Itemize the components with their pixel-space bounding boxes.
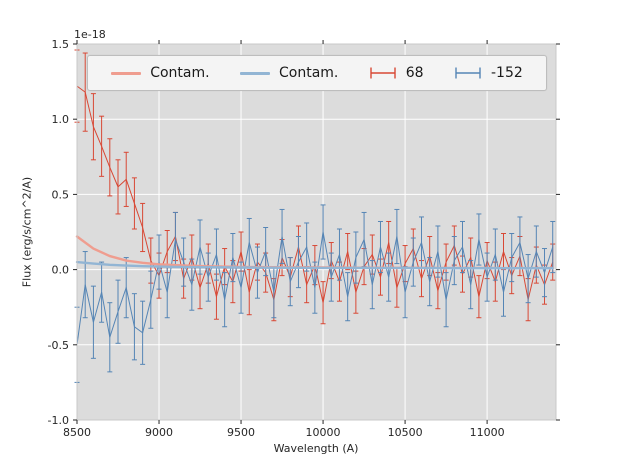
y-axis-offset-text: 1e-18: [74, 28, 106, 41]
legend-item-contam-red: Contam.: [111, 65, 210, 81]
svg-text:1.0: 1.0: [52, 113, 70, 126]
legend: Contam. Contam. 68 -152: [87, 55, 547, 91]
legend-item-minus-152: -152: [454, 65, 523, 81]
svg-text:9500: 9500: [227, 426, 255, 439]
legend-label-contam-blue: Contam.: [278, 65, 339, 81]
legend-item-68: 68: [369, 65, 424, 81]
svg-text:0.0: 0.0: [52, 264, 70, 277]
red-errorbar-swatch: [370, 67, 396, 79]
legend-label-68: 68: [405, 65, 424, 81]
svg-text:-0.5: -0.5: [48, 339, 69, 352]
y-axis-title: Flux (erg/s/cm^2/A): [20, 176, 34, 288]
svg-text:10000: 10000: [306, 426, 341, 439]
svg-text:11000: 11000: [470, 426, 505, 439]
svg-text:1.5: 1.5: [52, 38, 70, 51]
legend-item-contam-blue: Contam.: [239, 65, 339, 81]
svg-text:10500: 10500: [388, 426, 423, 439]
svg-text:9000: 9000: [145, 426, 173, 439]
red-contam-line-swatch: [111, 71, 142, 75]
blue-contam-line-swatch: [239, 71, 270, 75]
svg-text:8500: 8500: [63, 426, 91, 439]
legend-label-minus-152: -152: [491, 65, 523, 81]
blue-errorbar-swatch: [455, 67, 481, 79]
svg-text:-1.0: -1.0: [48, 414, 69, 427]
x-axis-title: Wavelength (A): [273, 442, 359, 455]
legend-label-contam-red: Contam.: [150, 65, 210, 81]
svg-text:0.5: 0.5: [52, 188, 70, 201]
